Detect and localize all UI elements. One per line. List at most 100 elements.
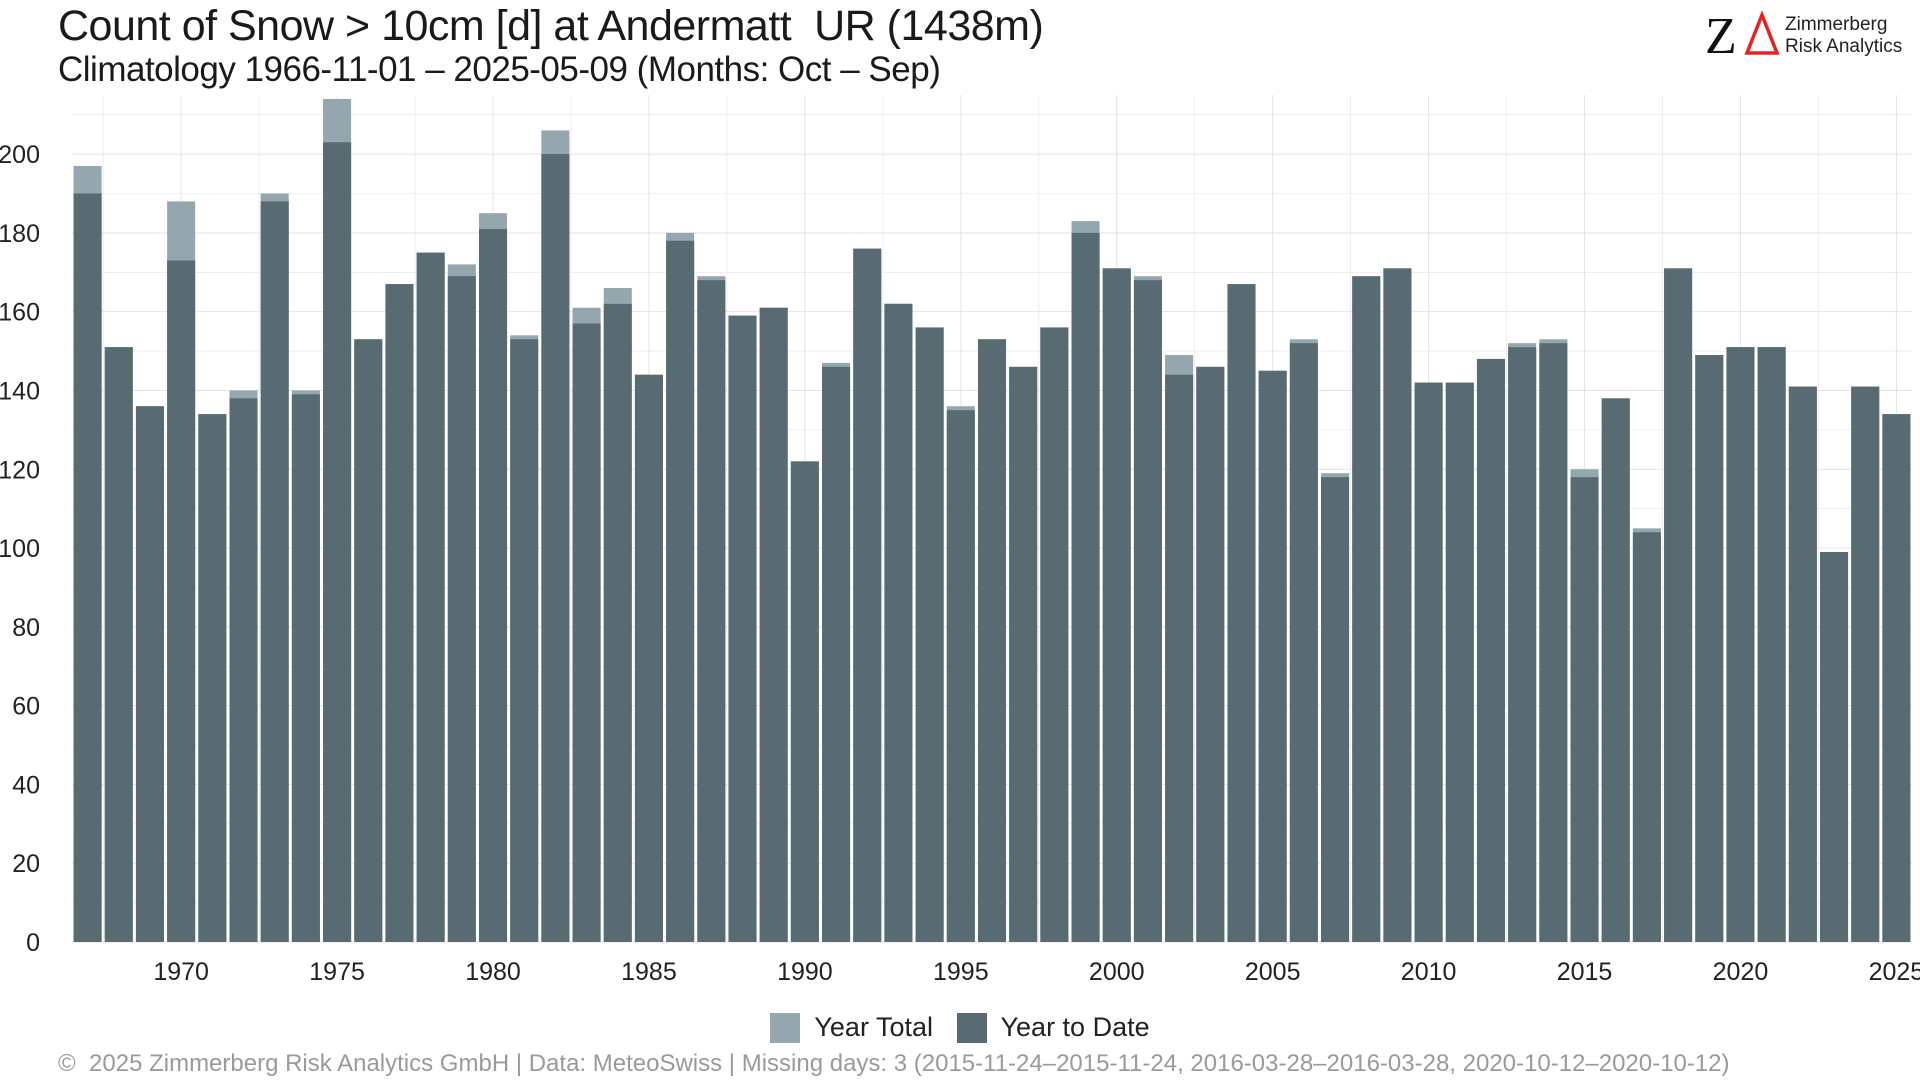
bar-year-to-date-1971 [198,414,227,943]
legend: Year Total Year to Date [0,1012,1920,1050]
bar-year-to-date-1970 [167,260,196,943]
legend-item-year-to-date: Year to Date [956,1012,1150,1043]
bar-year-to-date-2020 [1726,347,1755,942]
bar-year-to-date-2007 [1321,477,1350,942]
bar-year-to-date-2006 [1289,343,1318,943]
bar-year-to-date-1991 [822,366,851,943]
y-axis-tick-labels: 0 20 40 60 80 100 120 140 160 180 200 [0,141,40,957]
bar-year-to-date-1983 [572,323,601,942]
bar-year-to-date-1995 [946,410,975,942]
bar-year-to-date-1975 [323,142,352,942]
bar-year-to-date-2019 [1695,355,1724,943]
bar-year-to-date-1986 [666,240,695,942]
legend-swatch-year-total [770,1012,801,1043]
y-tick-label: 200 [0,141,40,169]
x-tick-label: 1995 [933,958,989,986]
bar-year-to-date-1996 [977,339,1007,942]
bar-year-to-date-1993 [884,303,913,942]
bar-year-to-date-1982 [541,154,570,942]
bar-year-to-date-2001 [1133,280,1162,942]
bar-year-to-date-2025 [1882,414,1911,943]
bar-year-to-date-2009 [1383,268,1412,942]
x-tick-label: 1975 [309,958,365,986]
x-axis-tick-labels: 1970 1975 1980 1985 1990 1995 2000 2005 2010 2015… [153,958,1920,986]
bar-year-to-date-1979 [447,276,476,942]
x-tick-label: 2000 [1089,958,1145,986]
bar-year-to-date-2000 [1102,268,1131,942]
bar-year-to-date-2011 [1445,382,1474,942]
logo-text-line1: Zimmerberg [1785,14,1888,35]
x-tick-label: 2020 [1713,958,1769,986]
y-tick-label: 140 [0,377,40,405]
x-tick-label: 1970 [153,958,209,986]
y-tick-label: 120 [0,456,40,484]
x-tick-label: 2015 [1557,958,1613,986]
bar-year-to-date-2015 [1570,477,1599,942]
x-tick-label: 2005 [1245,958,1301,986]
bar-year-to-date-1989 [759,307,788,943]
bar-year-to-date-2018 [1664,268,1693,942]
bar-year-to-date-2016 [1601,398,1630,942]
bar-year-to-date-1984 [603,303,632,942]
legend-label-year-total: Year Total [814,1012,933,1042]
bar-year-to-date-2014 [1539,343,1568,943]
y-tick-label: 160 [0,299,40,327]
logo-text-line2: Risk Analytics [1785,36,1903,57]
chart-title: Count of Snow > 10cm [d] at Andermatt UR… [58,2,1044,50]
bar-year-to-date-2024 [1851,386,1880,942]
y-tick-label: 40 [12,771,40,799]
bar-year-to-date-1994 [915,327,944,942]
bar-year-to-date-2003 [1196,366,1225,943]
bar-year-to-date-2012 [1476,358,1506,942]
bar-year-to-date-2002 [1165,374,1194,942]
legend-swatch-year-to-date [956,1012,987,1043]
bar-year-to-date-1990 [790,461,819,942]
svg-text:Z: Z [1705,10,1737,60]
bar-year-to-date-2005 [1258,370,1287,942]
bar-year-to-date-1985 [634,374,663,942]
bar-year-to-date-2004 [1227,284,1256,943]
bar-year-to-date-1988 [728,315,757,942]
x-tick-label: 1985 [621,958,677,986]
bar-year-to-date-1967 [73,193,102,942]
bar-year-to-date-1977 [385,284,414,943]
y-tick-label: 100 [0,535,40,563]
bar-year-to-date-1969 [135,406,164,942]
bar-year-to-date-1972 [229,398,258,942]
bar-year-to-date-2021 [1757,347,1786,942]
bar-year-to-date-1992 [853,248,882,943]
legend-label-year-to-date: Year to Date [1000,1012,1150,1042]
x-tick-label: 1990 [777,958,833,986]
x-tick-label: 2010 [1401,958,1457,986]
bar-year-to-date-1980 [478,228,508,942]
year-to-date-bars [73,142,1911,943]
bar-year-to-date-1973 [260,201,289,943]
y-tick-label: 60 [12,693,40,721]
bar-year-to-date-2023 [1820,551,1849,942]
y-tick-label: 20 [12,850,40,878]
bar-year-to-date-1998 [1040,327,1069,942]
bar-year-to-date-1981 [510,339,539,942]
bar-year-to-date-1968 [104,347,133,942]
chart-subtitle: Climatology 1966-11-01 – 2025-05-09 (Mon… [58,50,941,89]
za-delta-logo-icon: Z [1705,10,1780,60]
company-logo: Z Zimmerberg Risk Analytics [1705,10,1905,60]
y-tick-label: 0 [26,929,40,957]
bar-year-to-date-1974 [291,394,320,942]
bar-chart: 0 20 40 60 80 100 120 140 160 180 200 1970 1975 1980… [0,95,1920,986]
x-tick-label: 2025 [1869,958,1920,986]
bar-year-to-date-1999 [1071,232,1100,942]
bar-year-to-date-2013 [1508,347,1537,942]
bar-year-to-date-2017 [1632,532,1661,942]
bar-year-to-date-1978 [416,252,445,942]
bar-year-to-date-2008 [1352,276,1381,942]
y-tick-label: 180 [0,220,40,248]
bar-year-to-date-2010 [1414,382,1443,942]
footer-credits: © 2025 Zimmerberg Risk Analytics GmbH | … [58,1050,1730,1077]
bar-year-to-date-1976 [354,339,383,942]
y-tick-label: 80 [12,614,40,642]
bar-year-to-date-1997 [1009,366,1038,943]
bar-year-to-date-2022 [1788,386,1817,942]
bar-year-to-date-1987 [697,280,726,942]
legend-item-year-total: Year Total [770,1012,933,1043]
